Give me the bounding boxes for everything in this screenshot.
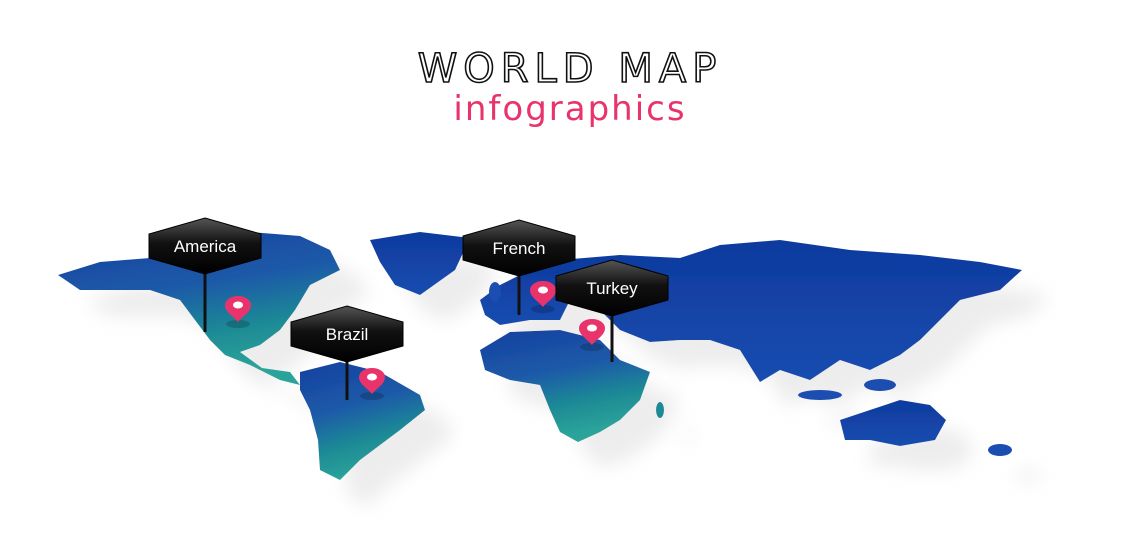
south-america <box>300 362 425 480</box>
island <box>489 282 501 302</box>
label-box <box>148 217 262 275</box>
marker: Turkey <box>555 259 669 362</box>
marker-label: French <box>493 239 546 258</box>
marker-label: America <box>174 237 237 256</box>
pin-hole <box>587 324 597 332</box>
africa <box>480 330 650 442</box>
pole <box>517 248 521 315</box>
pin-shadow <box>360 392 384 400</box>
island <box>864 379 896 391</box>
pin <box>225 296 251 322</box>
pole <box>345 334 349 400</box>
label-box <box>555 259 669 317</box>
pin-shadow <box>226 320 250 328</box>
pin-shadow <box>531 305 555 313</box>
pin-hole <box>233 301 243 309</box>
continents <box>58 232 1022 480</box>
marker: Brazil <box>290 305 404 400</box>
island <box>988 444 1012 456</box>
marker: French <box>462 219 576 315</box>
subtitle: infographics <box>453 89 686 129</box>
title: WORLD MAP <box>418 46 723 92</box>
island <box>798 390 842 400</box>
pin <box>530 281 556 307</box>
markers: America Brazil French Turkey <box>148 217 669 400</box>
island <box>656 402 664 418</box>
pin <box>359 368 385 394</box>
europe <box>480 260 580 325</box>
pin <box>579 319 605 345</box>
australia <box>840 400 946 446</box>
marker-label: Brazil <box>326 325 369 344</box>
label-box <box>462 219 576 277</box>
asia <box>560 240 1022 382</box>
label-box <box>290 305 404 363</box>
marker: America <box>148 217 262 332</box>
greenland <box>370 232 470 295</box>
pin-hole <box>538 286 548 294</box>
north-america <box>58 232 340 385</box>
pole <box>610 288 614 362</box>
marker-label: Turkey <box>586 279 638 298</box>
pin-hole <box>367 373 377 381</box>
pole <box>203 246 207 332</box>
pin-shadow <box>580 343 604 351</box>
